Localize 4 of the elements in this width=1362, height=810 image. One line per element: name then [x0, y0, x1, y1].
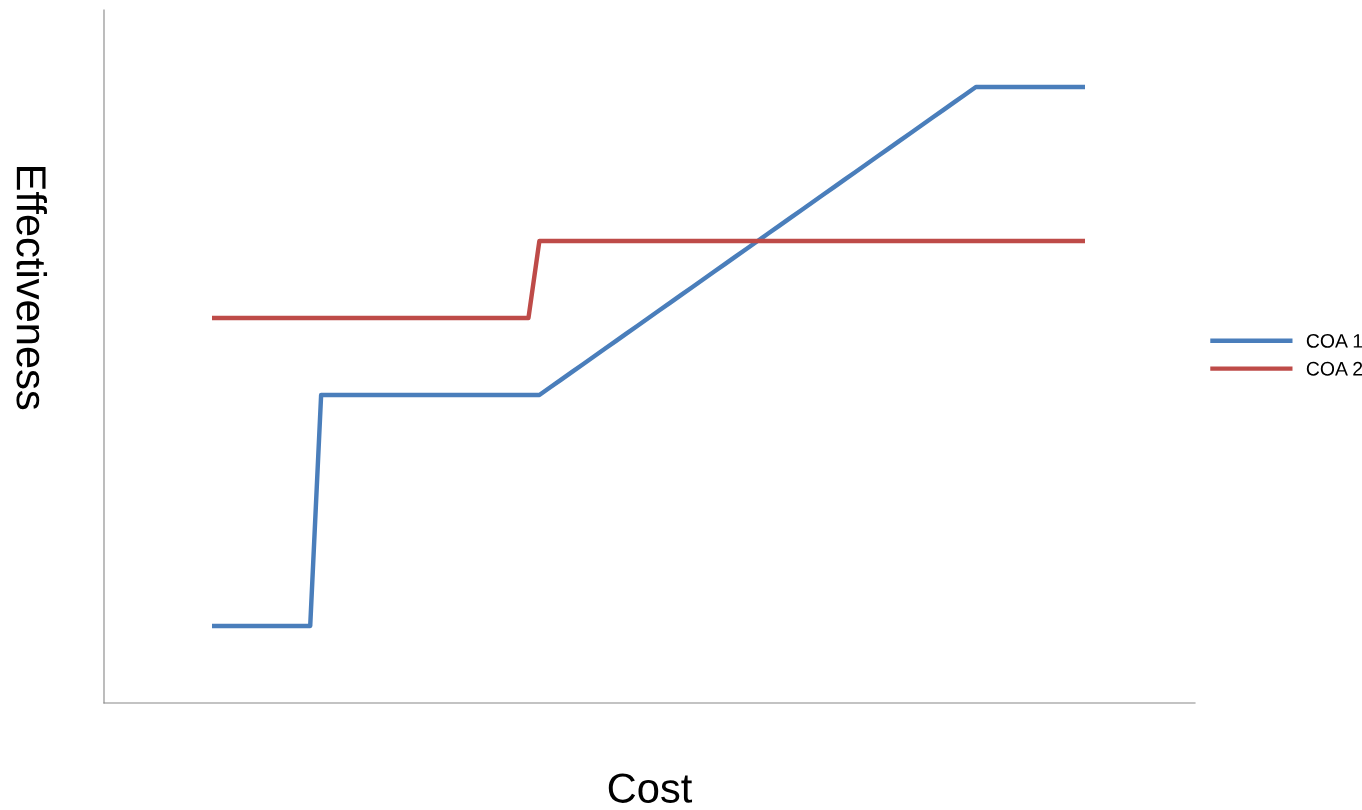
x-axis-title: Cost: [608, 773, 693, 803]
legend-label: COA 1: [1306, 334, 1362, 348]
y-axis-title: Effectiveness: [16, 167, 48, 410]
legend-label: COA 2: [1306, 361, 1362, 376]
